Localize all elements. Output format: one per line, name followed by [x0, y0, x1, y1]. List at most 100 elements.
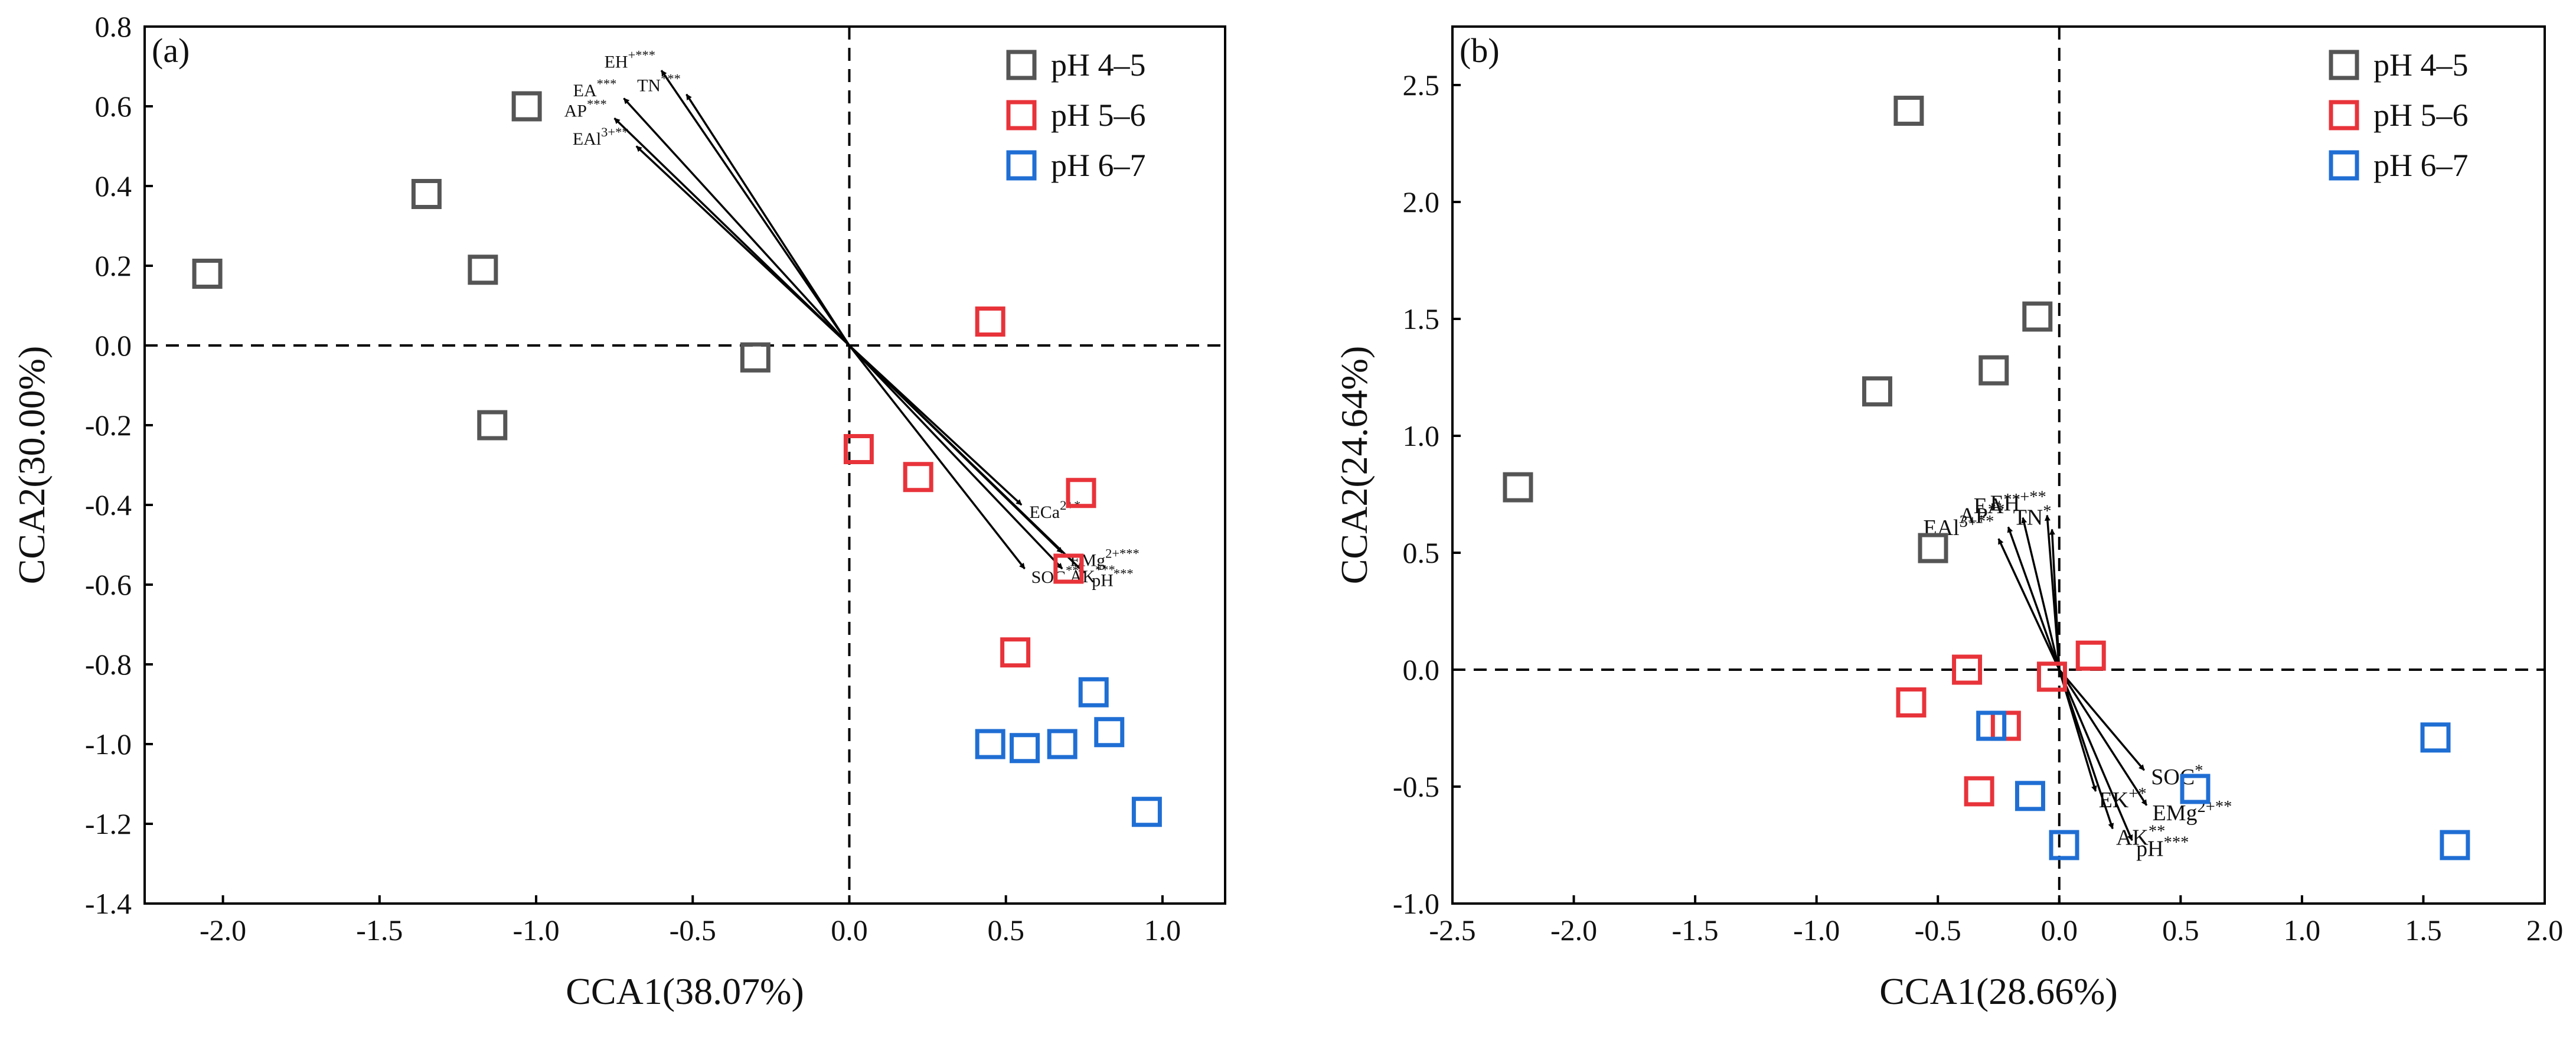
vector-tn — [2049, 529, 2061, 670]
vector-label-eal: EAl3+** — [573, 125, 629, 149]
legend-label: pH 6–7 — [2373, 148, 2469, 183]
legend-label: pH 6–7 — [1051, 148, 1146, 183]
vector-label-eca: ECa2+* — [1029, 498, 1080, 522]
vector-label-eh: EH+** — [1990, 488, 2046, 516]
legend-marker — [2329, 50, 2359, 80]
y-tick-label: -1.4 — [85, 887, 132, 920]
vector-label-ap: AP*** — [564, 97, 607, 121]
y-tick-label: 0.0 — [1403, 653, 1440, 686]
data-point-ph6-7 — [1010, 733, 1040, 764]
x-tick-label: 0.5 — [2162, 914, 2199, 947]
vector-ak — [848, 344, 1063, 570]
vector-label-eal: EAl3+** — [1923, 513, 1994, 540]
x-tick-label: -2.0 — [200, 914, 246, 947]
vector-eh — [660, 70, 850, 346]
data-point-ph5-6 — [2036, 661, 2067, 692]
vector-label-ea: EA** — [1974, 491, 2020, 518]
vector-label-ph: pH*** — [2136, 834, 2189, 862]
data-point-ph5-6 — [843, 434, 874, 464]
vector-ph — [848, 344, 1085, 574]
vector-ap — [2007, 526, 2061, 670]
vector-label-ap: AP** — [1959, 500, 2004, 528]
chart-panel-a: -2.0 -1.5 -1.0 -0.5 0.0 0.5 1.0 -1.4 -1.2 -1.0 -0.… — [11, 10, 1226, 1012]
x-tick-label: 0.0 — [831, 914, 868, 947]
data-point-ph6-7 — [2049, 830, 2079, 860]
data-point-ph5-6 — [1053, 553, 1084, 584]
y-tick-label: 1.5 — [1403, 302, 1440, 335]
x-tick-label: 1.5 — [2405, 914, 2442, 947]
legend-label: pH 5–6 — [1051, 97, 1146, 133]
x-tick-label: -1.5 — [356, 914, 403, 947]
vector-ak — [2058, 669, 2114, 830]
y-tick-label: 1.0 — [1403, 419, 1440, 452]
vector-ea — [2021, 517, 2061, 670]
y-tick-label: 0.2 — [95, 249, 132, 282]
y-tick-label: 0.6 — [95, 90, 132, 123]
legend-marker — [1006, 150, 1037, 181]
x-tick-label: -0.5 — [670, 914, 716, 947]
y-tick-label: 2.5 — [1403, 69, 1440, 102]
y-tick-label: -1.0 — [85, 728, 132, 761]
data-point-ph5-6 — [975, 306, 1005, 337]
data-point-ph6-7 — [1094, 717, 1125, 748]
data-point-ph6-7 — [975, 729, 1005, 759]
y-tick-label: -0.2 — [85, 409, 132, 442]
vector-label-tn: TN*** — [637, 71, 681, 96]
data-point-ph5-6 — [1952, 654, 1983, 685]
legend-label: pH 4–5 — [2373, 47, 2469, 83]
x-tick-label: 0.5 — [987, 914, 1024, 947]
vector-tn — [685, 93, 850, 346]
data-point-ph4-5 — [511, 91, 542, 122]
x-tick-label: -2.5 — [1429, 914, 1475, 947]
data-point-ph5-6 — [1066, 478, 1096, 508]
legend-label: pH 5–6 — [2373, 97, 2469, 133]
x-tick-label: 1.0 — [1144, 914, 1181, 947]
data-point-ph4-5 — [1918, 533, 1948, 563]
vector-eal — [635, 145, 850, 347]
data-point-ph5-6 — [903, 462, 933, 493]
data-point-ph6-7 — [2180, 774, 2211, 804]
y-tick-label: -1.0 — [1393, 887, 1439, 920]
data-point-ph6-7 — [1047, 729, 1078, 759]
vector-eal — [1997, 538, 2061, 670]
vector-emg — [2058, 669, 2148, 806]
data-point-ph6-7 — [1078, 677, 1109, 707]
data-point-ph4-5 — [411, 179, 442, 209]
x-tick-label: -1.0 — [512, 914, 559, 947]
x-tick-label: 1.0 — [2284, 914, 2321, 947]
data-point-ph6-7 — [1976, 710, 2007, 741]
y-axis-title: CCA2(24.64%) — [1333, 346, 1375, 585]
data-point-ph4-5 — [740, 342, 770, 373]
data-point-ph4-5 — [1862, 376, 1892, 407]
y-tick-label: 0.4 — [95, 169, 132, 203]
legend-marker — [1006, 100, 1037, 131]
data-point-ph4-5 — [468, 255, 498, 285]
data-point-ph6-7 — [2015, 781, 2045, 811]
data-point-ph4-5 — [1893, 96, 1924, 126]
data-point-ph6-7 — [2420, 722, 2451, 753]
vector-label-ea: EA*** — [573, 76, 617, 100]
y-tick-label: -0.4 — [85, 488, 132, 521]
chart-panel-b: -2.5 -2.0 -1.5 -1.0 -0.5 0.0 0.5 1.0 1.5 2.0 -1.0 -… — [1333, 25, 2563, 1012]
x-tick-label: 0.0 — [2041, 914, 2078, 947]
y-tick-label: 0.8 — [95, 10, 132, 43]
y-tick-label: -1.2 — [85, 807, 132, 840]
y-tick-label: -0.6 — [85, 568, 132, 601]
data-point-ph4-5 — [1503, 472, 1533, 503]
vector-label-tn: TN* — [2013, 502, 2052, 530]
data-point-ph5-6 — [2075, 640, 2106, 671]
y-axis-title: CCA2(30.00%) — [11, 346, 53, 585]
data-point-ph4-5 — [2022, 301, 2053, 332]
x-tick-label: -1.5 — [1672, 914, 1719, 947]
x-axis-title: CCA1(38.07%) — [566, 970, 804, 1012]
y-tick-label: 0.0 — [95, 329, 132, 362]
vector-soc — [2058, 668, 2146, 771]
y-tick-label: 2.0 — [1403, 185, 1440, 219]
data-point-ph4-5 — [192, 259, 223, 289]
plot-frame — [1451, 25, 2546, 905]
y-tick-label: 0.5 — [1403, 536, 1440, 569]
vector-soc — [848, 344, 1026, 570]
data-point-ph5-6 — [1964, 776, 1994, 807]
